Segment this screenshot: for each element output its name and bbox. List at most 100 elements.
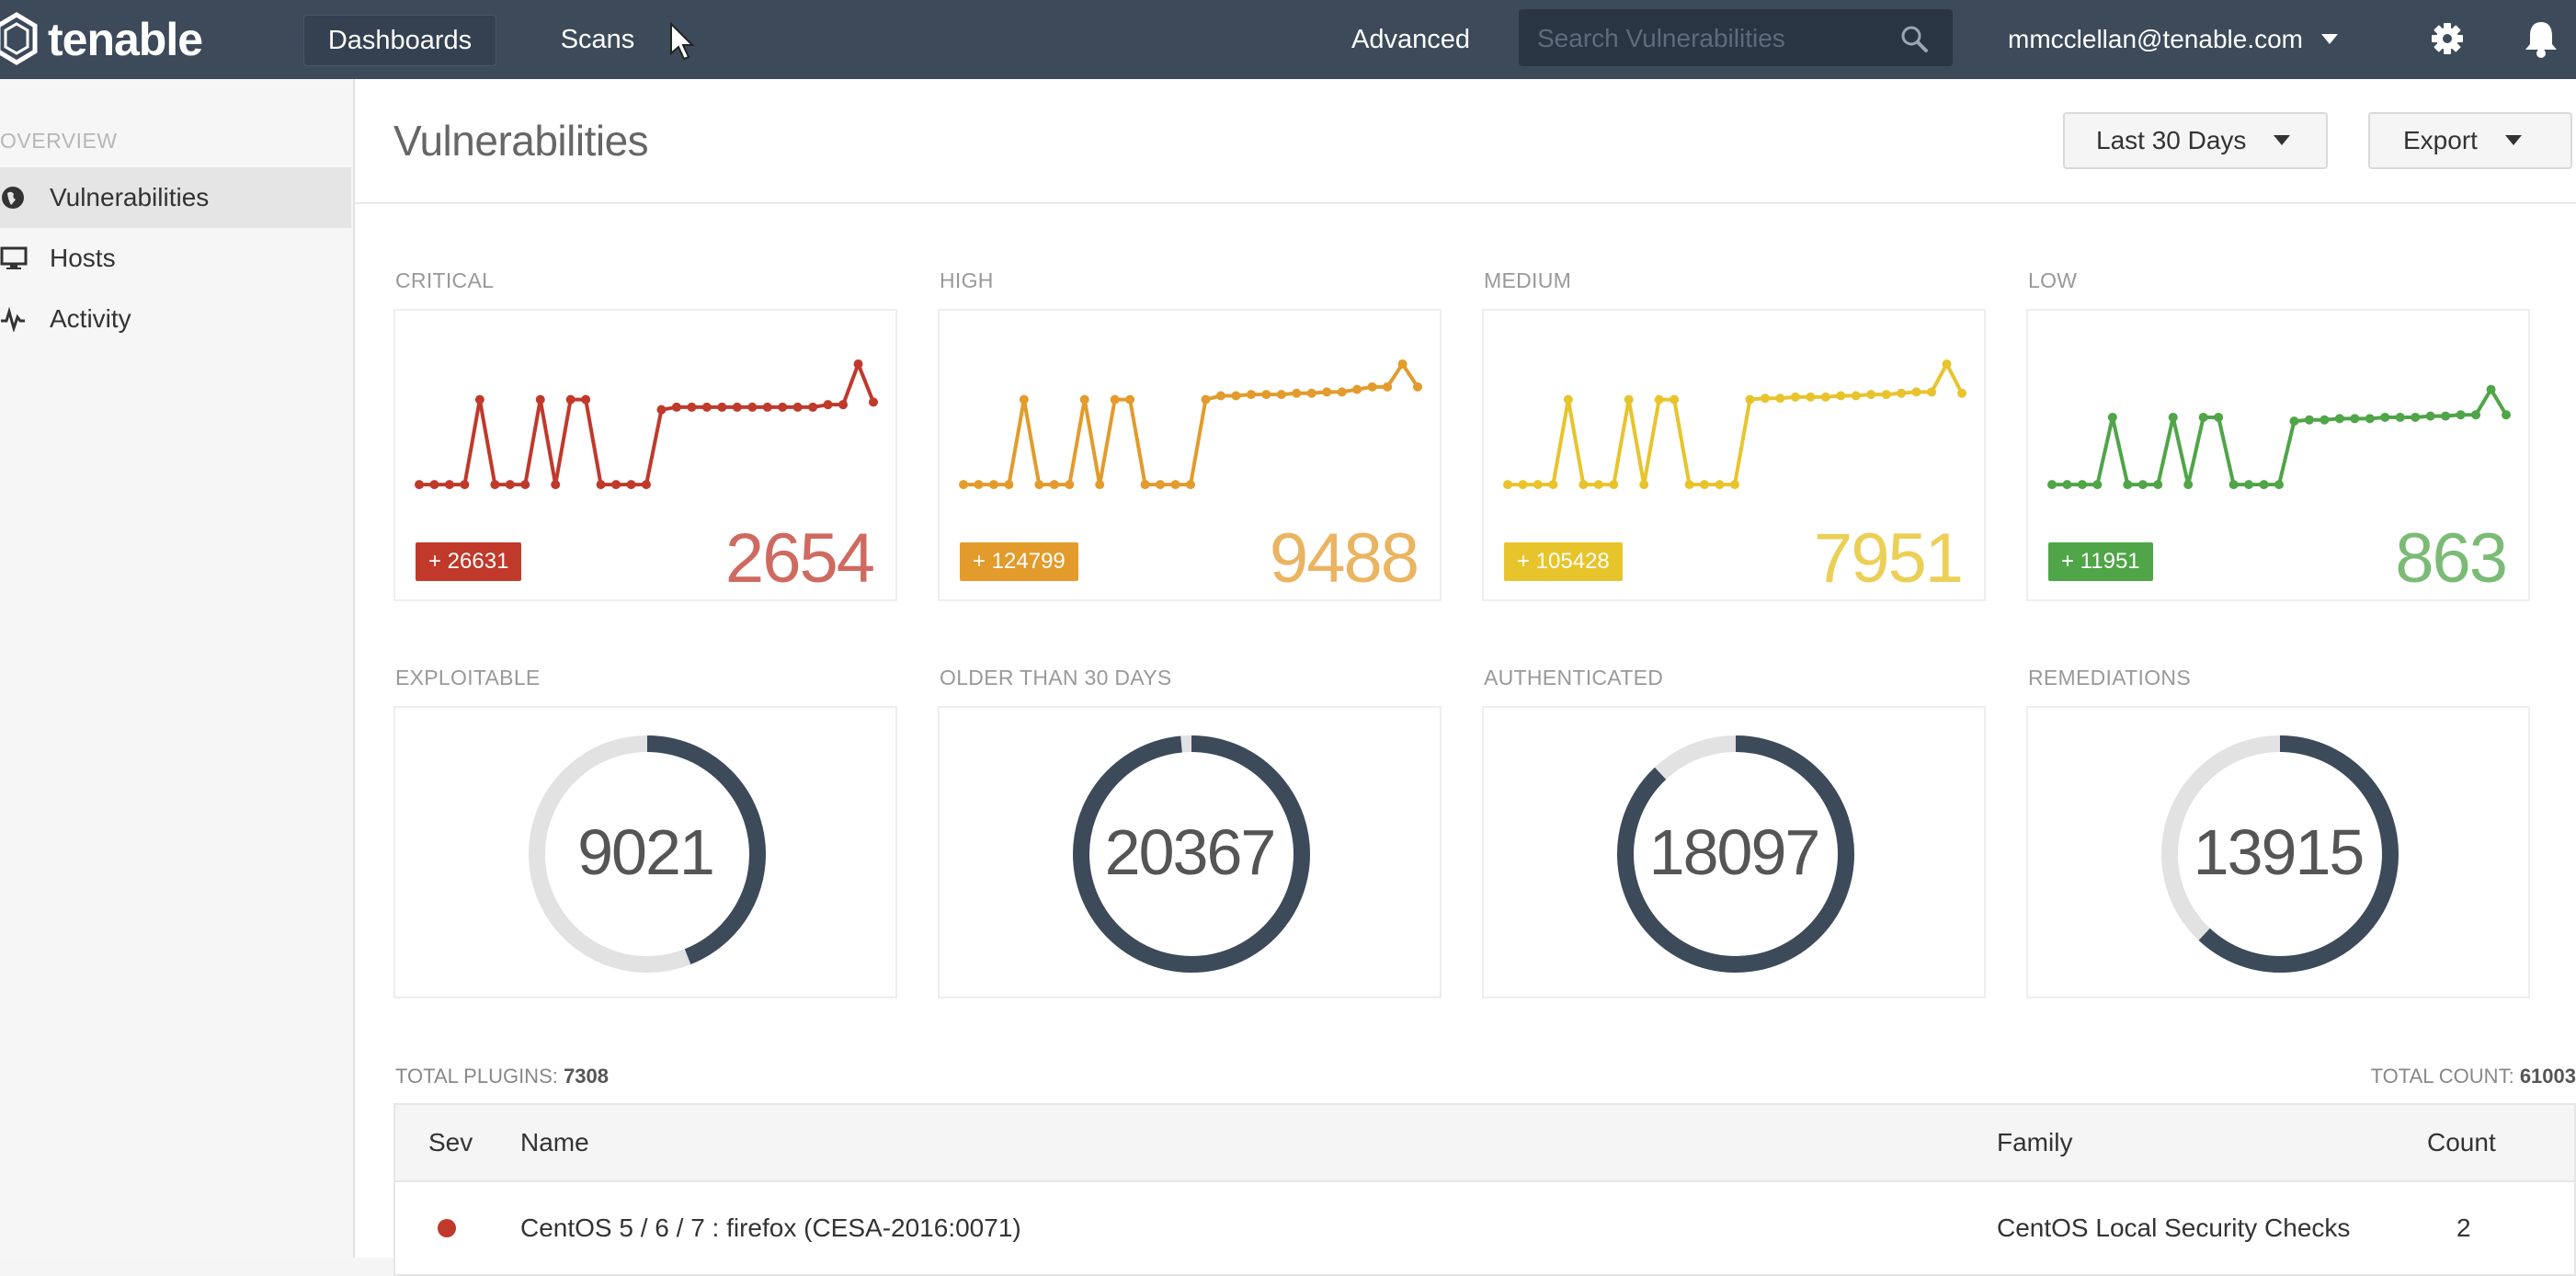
- trend-point: [1609, 480, 1619, 490]
- trend-point: [2137, 480, 2148, 490]
- column-count[interactable]: Count: [2427, 1128, 2496, 1156]
- sidebar: OVERVIEW Vulnerabilities Hosts Activity: [0, 79, 355, 1258]
- older-than-30-days-card[interactable]: 20367: [938, 706, 1442, 998]
- trend-point: [2304, 415, 2314, 425]
- trend-point: [1034, 480, 1044, 490]
- user-menu[interactable]: mmcclellan@tenable.com: [2008, 15, 2338, 64]
- trend-point: [2395, 412, 2405, 422]
- trend-point: [1639, 480, 1649, 490]
- trend-point: [1836, 391, 1846, 401]
- trend-point: [2077, 480, 2087, 490]
- authenticated-card[interactable]: 18097: [1482, 706, 1986, 998]
- trend-point: [1019, 394, 1029, 404]
- trend-point: [869, 397, 878, 407]
- trend-point: [1715, 480, 1725, 490]
- row-count: 2: [2456, 1213, 2471, 1242]
- main-content: Vulnerabilities Last 30 Days Export CRIT…: [355, 79, 2576, 1276]
- sidebar-item-hosts[interactable]: Hosts: [0, 228, 351, 289]
- trend-point: [1927, 387, 1937, 397]
- trend-point: [2228, 480, 2239, 490]
- trend-point: [1579, 480, 1589, 490]
- trend-point: [1231, 391, 1241, 401]
- sidebar-item-vulnerabilities[interactable]: Vulnerabilities: [0, 167, 351, 228]
- trend-point: [1352, 384, 1362, 394]
- high-delta-badge: + 124799: [960, 542, 1078, 581]
- trend-point: [2198, 412, 2208, 422]
- donut-arc: [1073, 735, 1310, 973]
- trend-point: [838, 400, 849, 410]
- column-sev[interactable]: Sev: [428, 1128, 473, 1156]
- trend-point: [1246, 390, 1256, 400]
- trend-point: [1095, 480, 1105, 490]
- trend-point: [1548, 480, 1558, 490]
- trend-point: [2320, 415, 2330, 425]
- table-row[interactable]: CentOS 5 / 6 / 7 : firefox (CESA-2016:00…: [395, 1182, 2574, 1274]
- trend-point: [1518, 480, 1528, 490]
- trend-point: [1897, 388, 1907, 398]
- total-plugins-label: TOTAL PLUGINS:: [395, 1065, 558, 1088]
- trend-point: [1306, 388, 1316, 398]
- medium-delta-badge: + 105428: [1504, 542, 1623, 581]
- trend-point: [1911, 387, 1921, 397]
- trend-point: [1942, 359, 1952, 369]
- trend-point: [2350, 414, 2360, 424]
- trend-point: [2411, 412, 2421, 422]
- trend-point: [1851, 391, 1861, 401]
- medium-card[interactable]: + 105428 7951: [1482, 309, 1986, 601]
- search-input[interactable]: [1535, 9, 1888, 68]
- remediations-label: REMEDIATIONS: [2028, 666, 2191, 689]
- trend-point: [1563, 394, 1573, 404]
- exploitable-card[interactable]: 9021: [393, 706, 897, 998]
- trend-point: [2334, 414, 2344, 424]
- total-count: TOTAL COUNT: 61003: [2371, 1065, 2576, 1088]
- title-divider: [355, 202, 2576, 204]
- trend-point: [2092, 480, 2103, 490]
- trend-point: [853, 359, 863, 369]
- trend-point: [1654, 394, 1664, 404]
- trend-point: [1292, 388, 1302, 398]
- sidebar-item-label: Hosts: [50, 244, 116, 272]
- high-card[interactable]: + 124799 9488: [938, 309, 1442, 601]
- trend-point: [671, 402, 681, 412]
- high-sparkline: [959, 359, 1422, 490]
- trend-point: [2244, 480, 2254, 490]
- trend-point: [2365, 414, 2375, 424]
- column-family[interactable]: Family: [1997, 1128, 2073, 1156]
- trend-point: [778, 402, 788, 412]
- gear-icon[interactable]: [2429, 20, 2466, 57]
- trend-point: [1049, 480, 1059, 490]
- trend-point: [1186, 480, 1195, 490]
- chevron-down-icon: [2274, 135, 2291, 145]
- low-card[interactable]: + 11951 863: [2026, 309, 2530, 601]
- search-icon[interactable]: [1899, 24, 1929, 53]
- trend-point: [2380, 412, 2390, 422]
- column-name[interactable]: Name: [520, 1128, 589, 1156]
- remediations-card[interactable]: 13915: [2026, 706, 2530, 998]
- exploitable-label: EXPLOITABLE: [395, 666, 541, 689]
- trend-point: [1593, 480, 1603, 490]
- export-dropdown[interactable]: Export: [2368, 112, 2572, 169]
- date-range-label: Last 30 Days: [2096, 126, 2247, 154]
- high-count: 9488: [1269, 519, 1419, 598]
- sidebar-item-label: Activity: [50, 304, 131, 333]
- trend-point: [656, 404, 667, 415]
- critical-card[interactable]: + 26631 2654: [393, 309, 897, 601]
- trend-point: [565, 394, 576, 404]
- page-title: Vulnerabilities: [393, 117, 649, 165]
- date-range-dropdown[interactable]: Last 30 Days: [2063, 112, 2328, 169]
- bell-icon[interactable]: [2523, 18, 2559, 59]
- trend-point: [1004, 480, 1014, 490]
- advanced-link[interactable]: Advanced: [1351, 24, 1470, 54]
- tenable-logo[interactable]: tenable: [0, 11, 203, 68]
- sidebar-item-activity[interactable]: Activity: [0, 289, 351, 349]
- trend-point: [642, 480, 651, 490]
- trend-point: [687, 402, 697, 412]
- trend-point: [1820, 392, 1830, 402]
- nav-dashboards[interactable]: Dashboards: [303, 15, 496, 66]
- trend-point: [2153, 480, 2163, 490]
- total-plugins-value: 7308: [563, 1065, 609, 1088]
- authenticated-donut: [1617, 735, 1854, 973]
- nav-scans[interactable]: Scans: [560, 24, 635, 54]
- tenable-logo-icon: [0, 12, 38, 65]
- trend-point: [2107, 412, 2117, 422]
